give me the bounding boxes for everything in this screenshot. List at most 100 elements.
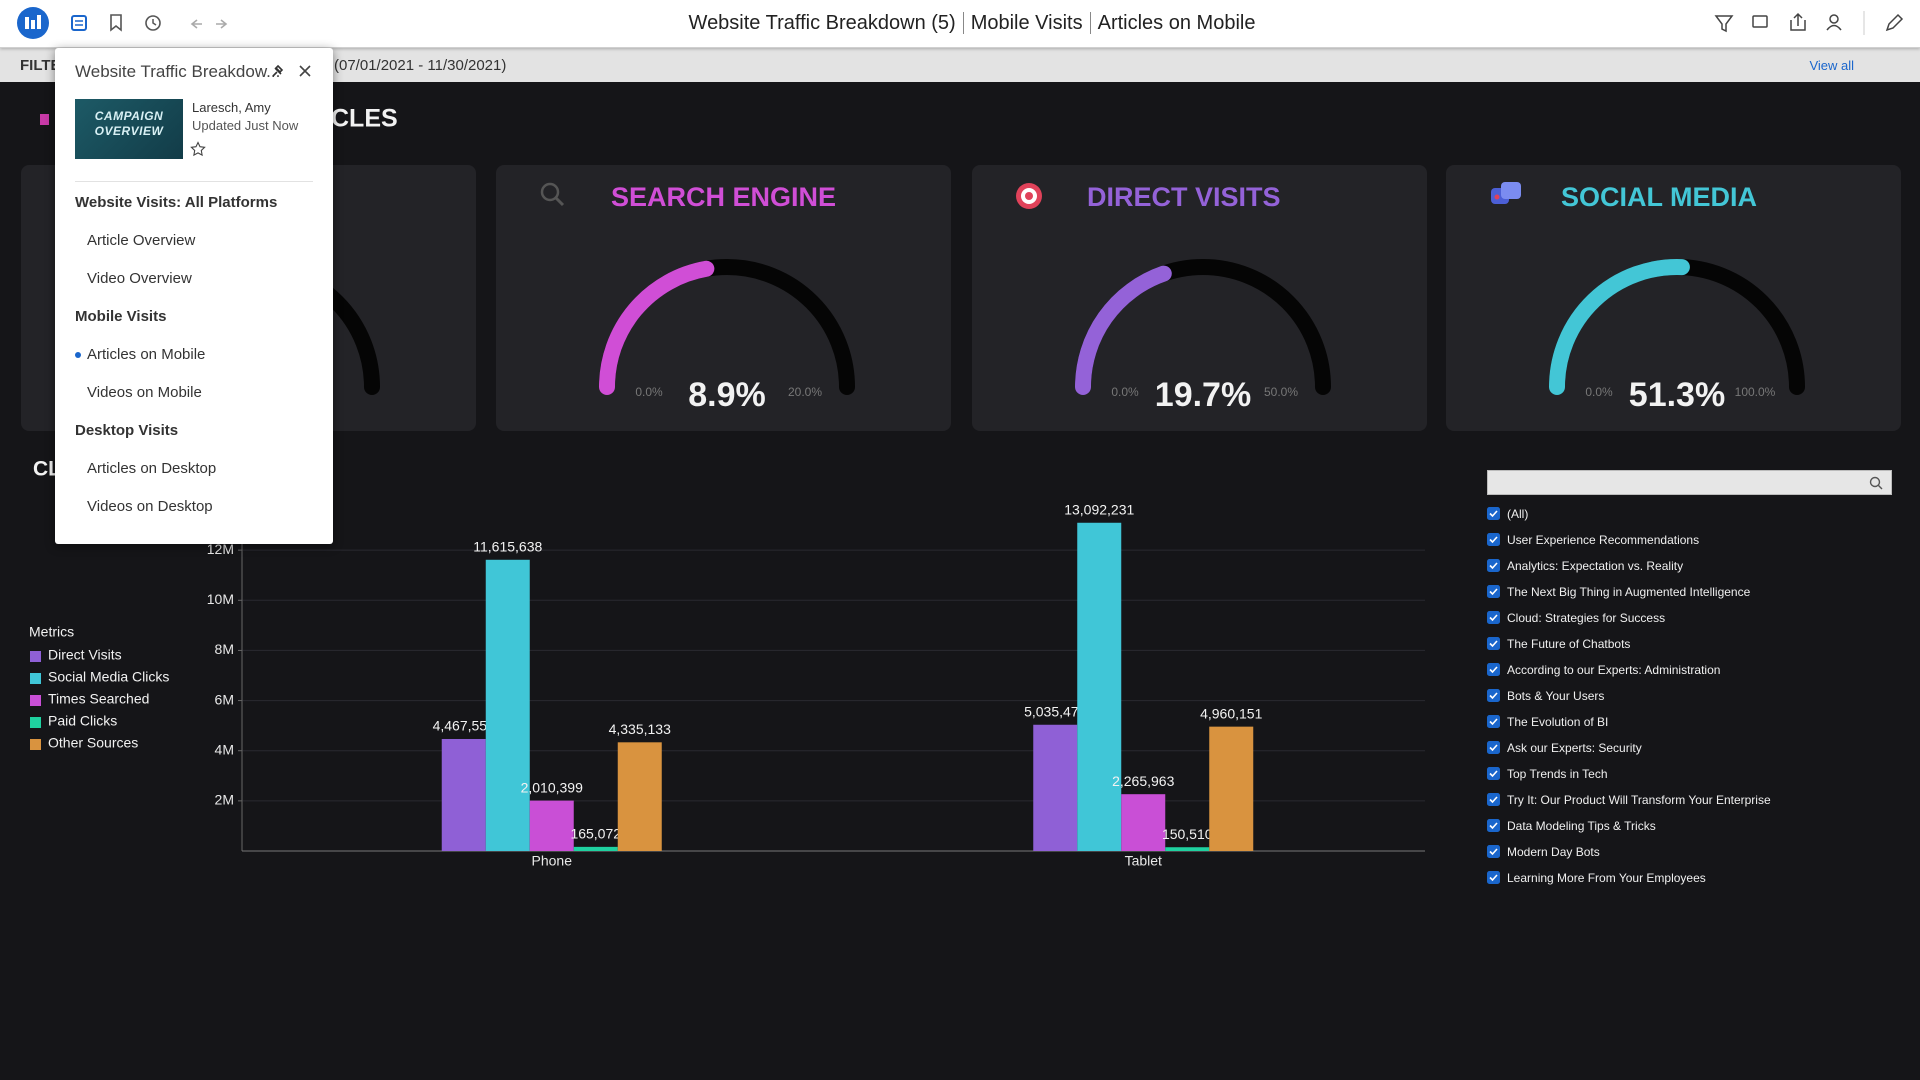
data-label: 13,092,231 <box>1064 501 1134 517</box>
checkbox[interactable] <box>1487 819 1500 832</box>
author: Laresch, Amy <box>192 100 271 115</box>
gauge-value-arc <box>599 260 715 395</box>
nav-item[interactable]: Videos on Desktop <box>87 498 213 515</box>
thumbnail-text: OVERVIEW <box>94 124 164 138</box>
filter-label: Try It: Our Product Will Transform Your … <box>1507 793 1771 807</box>
filter-label: Bots & Your Users <box>1507 689 1605 703</box>
nav-item[interactable]: Articles on Mobile <box>87 346 206 363</box>
gauge-range-label: 0.0% <box>1585 385 1613 399</box>
checkbox[interactable] <box>1487 533 1500 546</box>
nav-item[interactable]: Video Overview <box>87 270 192 287</box>
gauge-range-label: 20.0% <box>788 385 822 399</box>
data-label: 4,335,133 <box>609 721 671 737</box>
logo-glyph <box>25 17 29 29</box>
checkbox[interactable] <box>1487 715 1500 728</box>
legend-title: Metrics <box>29 624 74 640</box>
y-tick-label: 2M <box>215 792 234 808</box>
bar <box>573 846 618 851</box>
filter-button[interactable] <box>1714 15 1734 33</box>
user-button[interactable] <box>1826 14 1842 31</box>
bar <box>529 800 574 851</box>
dashboard-title: Website Traffic Breakdown (5) <box>688 12 956 34</box>
breadcrumb[interactable]: Mobile Visits <box>962 12 1083 34</box>
bookmark-button[interactable] <box>110 14 122 32</box>
section-heading: Website Visits: All Platforms <box>75 194 278 211</box>
pin-button[interactable] <box>272 64 284 77</box>
nav-item[interactable]: Articles on Desktop <box>87 460 217 477</box>
gauge-card: SEARCH ENGINE 0.0% 20.0% 8.9% <box>496 165 951 431</box>
favorite-button[interactable] <box>190 141 206 157</box>
nav-item[interactable]: Article Overview <box>87 232 196 249</box>
checkbox[interactable] <box>1487 585 1500 598</box>
checkbox[interactable] <box>1487 689 1500 702</box>
page-title: Website Traffic Breakdown (5) Mobile Visi… <box>0 12 1920 35</box>
breadcrumb: Articles on Mobile <box>1089 12 1256 34</box>
checkbox[interactable] <box>1487 611 1500 624</box>
gauge-card: SOCIAL MEDIA 0.0% 100.0% 51.3% <box>1446 165 1901 431</box>
nav-item[interactable]: Videos on Mobile <box>87 384 202 401</box>
data-label: 2,010,399 <box>521 779 583 795</box>
checkbox[interactable] <box>1487 793 1500 806</box>
edit-button[interactable] <box>1885 13 1904 32</box>
data-label: 5,035,473 <box>1024 703 1086 719</box>
logo-glyph <box>37 15 41 29</box>
gauge-card: DIRECT VISITS 0.0% 50.0% 19.7% <box>972 165 1427 431</box>
y-tick-label: 10M <box>207 591 234 607</box>
redo-button[interactable] <box>216 19 228 29</box>
thumbnail: CAMPAIGN OVERVIEW <box>75 99 183 159</box>
share-button[interactable] <box>1790 12 1806 31</box>
gauge-range-label: 0.0% <box>635 385 663 399</box>
view-all-link[interactable]: View all <box>1809 58 1854 73</box>
gauge-title: SEARCH ENGINE <box>611 182 836 212</box>
gauge-value: 51.3% <box>1629 376 1725 414</box>
filter-label: Cloud: Strategies for Success <box>1507 611 1666 625</box>
filter-label[interactable]: FILTE <box>20 57 61 74</box>
x-tick-label: Tablet <box>1125 853 1162 869</box>
search-box[interactable] <box>1487 470 1892 495</box>
selected-dot <box>75 352 81 358</box>
icon <box>1494 194 1500 200</box>
contents-button[interactable] <box>71 15 87 31</box>
updated: Updated Just Now <box>192 118 299 133</box>
history-button[interactable] <box>145 15 161 31</box>
checkbox[interactable] <box>1487 507 1500 520</box>
comment-button[interactable] <box>1752 15 1768 28</box>
checkbox[interactable] <box>1487 559 1500 572</box>
gauge-value: 19.7% <box>1155 376 1251 414</box>
bar <box>617 742 662 851</box>
filter-label: The Next Big Thing in Augmented Intellig… <box>1507 585 1751 599</box>
filter-label: According to our Experts: Administration <box>1507 663 1721 677</box>
undo-button[interactable] <box>190 19 202 29</box>
y-tick-label: 4M <box>215 741 234 757</box>
contents-panel: Website Traffic Breakdow... CAMPAIGN OVER… <box>55 48 333 544</box>
icon <box>540 182 560 202</box>
checkbox[interactable] <box>1487 741 1500 754</box>
checkbox[interactable] <box>1487 637 1500 650</box>
panel-controls <box>272 64 311 77</box>
legend-label: Paid Clicks <box>48 713 117 729</box>
toolbar: Website Traffic Breakdown (5) Mobile Visi… <box>0 0 1920 48</box>
legend-swatch <box>30 739 41 750</box>
checkbox[interactable] <box>1487 871 1500 884</box>
gauge-range-label: 0.0% <box>1111 385 1139 399</box>
filter-label: Ask our Experts: Security <box>1507 741 1642 755</box>
y-tick-label: 8M <box>215 641 234 657</box>
filter-label: The Evolution of BI <box>1507 715 1609 729</box>
section-heading: Desktop Visits <box>75 422 179 439</box>
section-heading: CLES <box>331 105 398 133</box>
filter-label: Analytics: Expectation vs. Reality <box>1507 559 1684 573</box>
legend-label: Social Media Clicks <box>48 669 169 685</box>
filter-label: Top Trends in Tech <box>1507 767 1608 781</box>
checkbox[interactable] <box>1487 663 1500 676</box>
filter-label: (All) <box>1507 507 1529 521</box>
checkbox[interactable] <box>1487 845 1500 858</box>
checkbox[interactable] <box>1487 767 1500 780</box>
thumbnail-text: CAMPAIGN <box>94 109 164 123</box>
y-tick-label: 12M <box>207 541 234 557</box>
legend-swatch <box>30 651 41 662</box>
data-label: 2,265,963 <box>1112 773 1174 789</box>
close-button[interactable] <box>299 65 311 77</box>
filter-label: Learning More From Your Employees <box>1507 871 1706 885</box>
section-heading: Mobile Visits <box>75 308 167 325</box>
